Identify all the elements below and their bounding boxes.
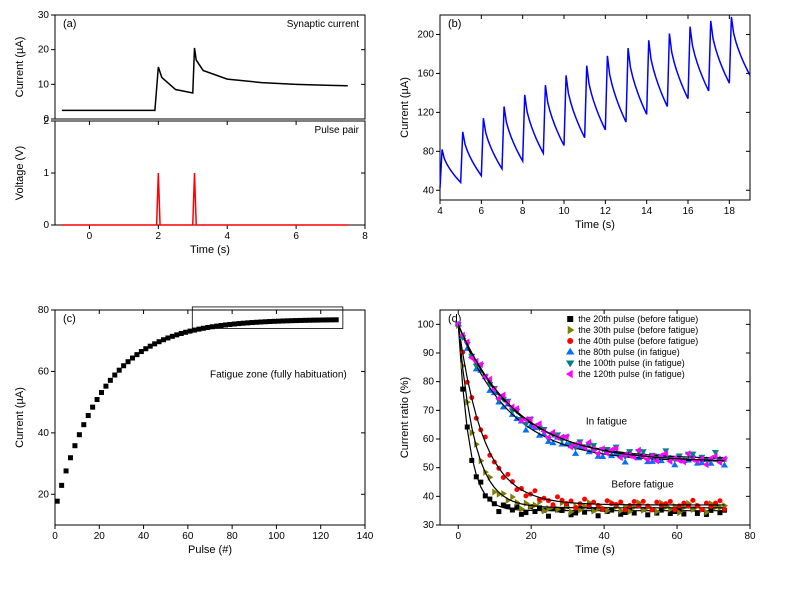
- svg-text:40: 40: [423, 185, 435, 196]
- svg-text:140: 140: [357, 531, 374, 542]
- svg-text:80: 80: [744, 531, 756, 542]
- svg-text:60: 60: [423, 434, 435, 445]
- svg-text:Time (s): Time (s): [575, 219, 615, 231]
- svg-text:40: 40: [599, 531, 611, 542]
- svg-text:30: 30: [423, 520, 435, 531]
- svg-text:10: 10: [38, 79, 50, 90]
- svg-text:160: 160: [417, 68, 434, 79]
- svg-text:0: 0: [43, 220, 49, 231]
- svg-text:(a): (a): [63, 18, 76, 30]
- svg-text:Fatigue zone (fully habituatio: Fatigue zone (fully habituation): [210, 370, 347, 381]
- svg-text:Current (µA): Current (µA): [399, 77, 411, 138]
- svg-text:80: 80: [38, 305, 50, 316]
- svg-text:(b): (b): [448, 18, 461, 30]
- svg-text:6: 6: [479, 206, 485, 217]
- svg-text:(c): (c): [63, 313, 76, 325]
- svg-text:the 100th pulse (in fatigue): the 100th pulse (in fatigue): [578, 358, 685, 368]
- svg-text:2: 2: [43, 116, 49, 127]
- panel-c: 20 40 60 80 0 20 40 60 80 100 120 140 Current (µA) Pu…: [14, 305, 374, 556]
- svg-text:In fatigue: In fatigue: [586, 417, 628, 428]
- svg-text:20: 20: [526, 531, 538, 542]
- svg-text:the 120th pulse (in fatigue): the 120th pulse (in fatigue): [578, 369, 685, 379]
- svg-text:20: 20: [94, 531, 106, 542]
- svg-text:90: 90: [423, 348, 435, 359]
- svg-text:1: 1: [43, 168, 49, 179]
- svg-text:Current (µA): Current (µA): [14, 387, 26, 448]
- svg-text:0: 0: [455, 531, 461, 542]
- svg-text:the 80th pulse (in fatigue): the 80th pulse (in fatigue): [578, 347, 680, 357]
- svg-text:80: 80: [423, 377, 435, 388]
- svg-text:12: 12: [600, 206, 612, 217]
- svg-text:the 20th pulse (before fatigue: the 20th pulse (before fatigue): [578, 314, 698, 324]
- svg-text:100: 100: [417, 319, 434, 330]
- svg-text:40: 40: [138, 531, 150, 542]
- svg-text:0: 0: [87, 231, 93, 242]
- svg-text:120: 120: [417, 107, 434, 118]
- svg-text:200: 200: [417, 29, 434, 40]
- svg-text:40: 40: [423, 491, 435, 502]
- svg-text:10: 10: [558, 206, 570, 217]
- svg-text:80: 80: [423, 146, 435, 157]
- svg-text:16: 16: [682, 206, 694, 217]
- panel-d: 30 40 50 60 70 80 90 100 0 20 40 60 80 Current ratio …: [399, 310, 756, 556]
- svg-text:6: 6: [293, 231, 299, 242]
- panel-a: 0 10 20 30 Current (µA) (a) Synaptic current 0 1…: [14, 10, 368, 256]
- svg-text:70: 70: [423, 405, 435, 416]
- svg-text:8: 8: [362, 231, 368, 242]
- svg-text:20: 20: [38, 45, 50, 56]
- svg-text:8: 8: [520, 206, 526, 217]
- synaptic-current-line: [62, 48, 348, 110]
- svg-text:Current (µA): Current (µA): [14, 37, 26, 98]
- svg-text:Pulse (#): Pulse (#): [188, 544, 232, 556]
- svg-text:120: 120: [312, 531, 329, 542]
- svg-text:40: 40: [38, 428, 50, 439]
- svg-text:80: 80: [227, 531, 239, 542]
- svg-text:Time (s): Time (s): [190, 244, 230, 256]
- pulse-pair-line: [62, 173, 348, 225]
- svg-text:20: 20: [38, 489, 50, 500]
- svg-text:the 30th pulse (before fatigue: the 30th pulse (before fatigue): [578, 325, 698, 335]
- svg-text:50: 50: [423, 463, 435, 474]
- svg-text:Time (s): Time (s): [575, 544, 615, 556]
- svg-text:0: 0: [52, 531, 58, 542]
- svg-text:Current ratio (%): Current ratio (%): [399, 377, 411, 458]
- svg-text:60: 60: [38, 366, 50, 377]
- svg-text:30: 30: [38, 10, 50, 21]
- figure-canvas: 0102030Current (µA)(a)Synaptic current01…: [0, 0, 787, 600]
- svg-text:2: 2: [156, 231, 162, 242]
- panel-b: 40 80 120 160 200 4 6 8 10 12 14 16 18 Current (µA) Ti…: [399, 15, 750, 231]
- svg-text:the 40th pulse (before fatigue: the 40th pulse (before fatigue): [578, 336, 698, 346]
- svg-text:Before fatigue: Before fatigue: [611, 480, 674, 491]
- svg-text:Voltage (V): Voltage (V): [14, 146, 26, 200]
- svg-text:4: 4: [437, 206, 443, 217]
- svg-text:4: 4: [224, 231, 230, 242]
- svg-text:Synaptic current: Synaptic current: [287, 19, 359, 30]
- svg-text:14: 14: [641, 206, 653, 217]
- svg-text:100: 100: [268, 531, 285, 542]
- legend: the 20th pulse (before fatigue)the 30th …: [567, 314, 698, 379]
- svg-text:Pulse pair: Pulse pair: [315, 125, 360, 136]
- svg-text:60: 60: [671, 531, 683, 542]
- svg-text:18: 18: [724, 206, 736, 217]
- oscillation-line: [440, 17, 750, 188]
- svg-text:60: 60: [182, 531, 194, 542]
